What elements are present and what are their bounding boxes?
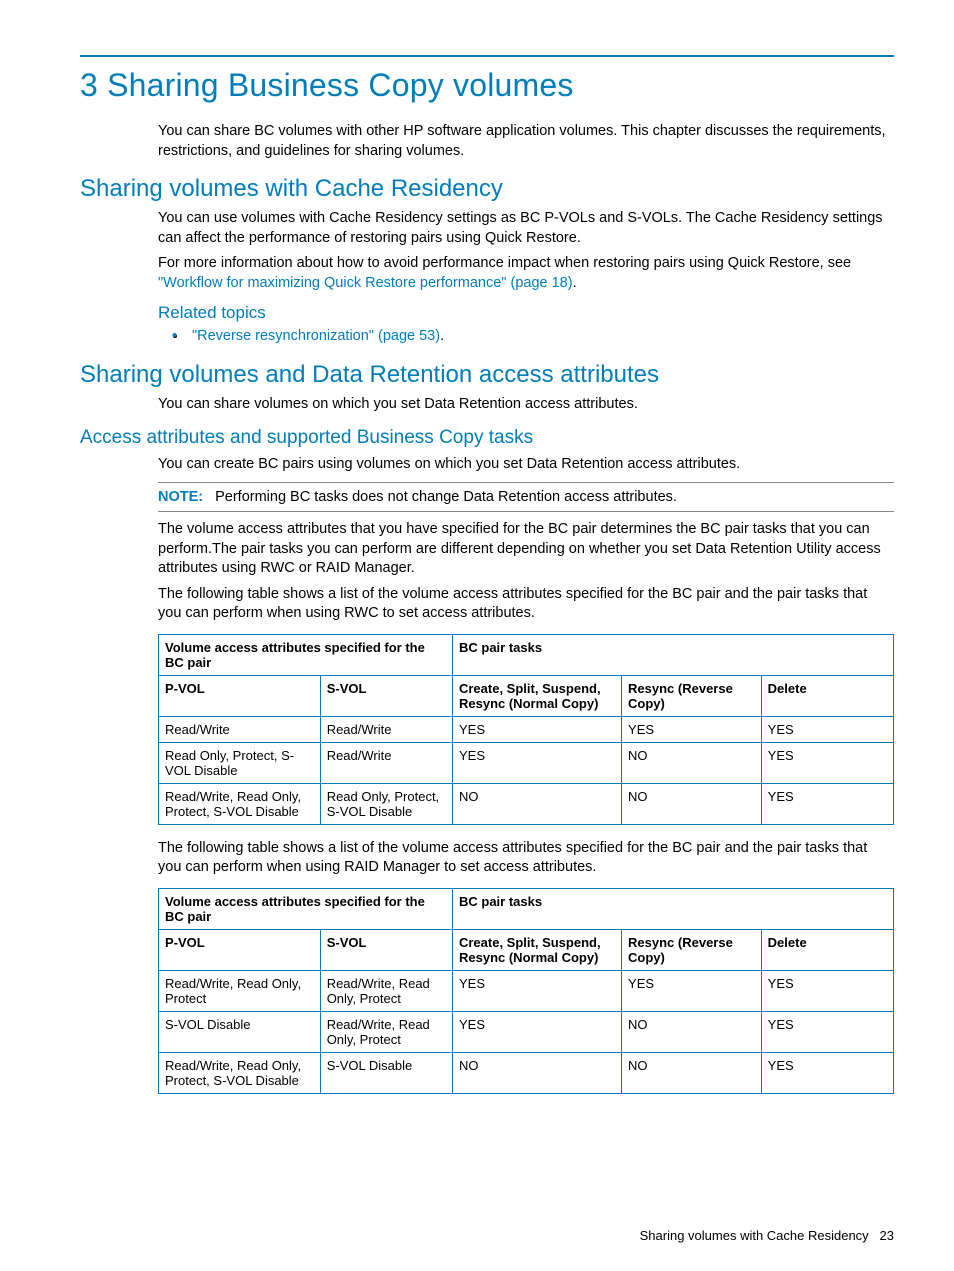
related-topic-item: "Reverse resynchronization" (page 53). [188, 327, 894, 347]
sec3-p4: The following table shows a list of the … [158, 839, 894, 878]
table-row: Read/Write, Read Only, Protect, S-VOL Di… [159, 1053, 894, 1094]
table-row: S-VOL Disable Read/Write, Read Only, Pro… [159, 1012, 894, 1053]
link-quick-restore[interactable]: "Workflow for maximizing Quick Restore p… [158, 275, 573, 291]
section-cache-residency: Sharing volumes with Cache Residency [80, 175, 894, 203]
table-raid-manager: Volume access attributes specified for t… [158, 888, 894, 1094]
cell: Read/Write, Read Only, Protect, S-VOL Di… [159, 783, 321, 824]
sec1-p1: You can use volumes with Cache Residency… [158, 209, 894, 248]
sec3-p1: You can create BC pairs using volumes on… [158, 455, 894, 475]
th-group-tasks: BC pair tasks [452, 889, 893, 930]
intro-paragraph: You can share BC volumes with other HP s… [158, 122, 894, 161]
cell: Read/Write, Read Only, Protect [159, 971, 321, 1012]
th-resync: Resync (Reverse Copy) [622, 675, 762, 716]
sec3-p3: The following table shows a list of the … [158, 585, 894, 624]
cell: S-VOL Disable [320, 1053, 452, 1094]
th-resync: Resync (Reverse Copy) [622, 930, 762, 971]
cell: YES [761, 1053, 893, 1094]
cell: Read/Write [320, 716, 452, 742]
table-rwc: Volume access attributes specified for t… [158, 634, 894, 825]
cell: YES [761, 971, 893, 1012]
table-row: Read Only, Protect, S-VOL Disable Read/W… [159, 742, 894, 783]
table-row: Read/Write, Read Only, Protect, S-VOL Di… [159, 783, 894, 824]
table-row: Read/Write, Read Only, Protect Read/Writ… [159, 971, 894, 1012]
cell: NO [622, 1053, 762, 1094]
cell: YES [622, 716, 762, 742]
cell: YES [761, 783, 893, 824]
footer-page-number: 23 [880, 1228, 894, 1243]
sec2-p1: You can share volumes on which you set D… [158, 395, 894, 415]
cell: YES [761, 1012, 893, 1053]
sec3-p2: The volume access attributes that you ha… [158, 520, 894, 579]
sec1-p2b: . [573, 275, 577, 291]
sec1-p2: For more information about how to avoid … [158, 254, 894, 293]
th-delete: Delete [761, 675, 893, 716]
cell: NO [622, 783, 762, 824]
cell: YES [452, 971, 621, 1012]
th-group-tasks: BC pair tasks [452, 634, 893, 675]
cell: Read Only, Protect, S-VOL Disable [320, 783, 452, 824]
table-header-row-2: P-VOL S-VOL Create, Split, Suspend, Resy… [159, 930, 894, 971]
th-delete: Delete [761, 930, 893, 971]
cell: Read/Write [320, 742, 452, 783]
cell: NO [452, 783, 621, 824]
section-access-attributes: Access attributes and supported Business… [80, 427, 894, 449]
table-header-row-2: P-VOL S-VOL Create, Split, Suspend, Resy… [159, 675, 894, 716]
table-header-row-1: Volume access attributes specified for t… [159, 889, 894, 930]
cell: YES [761, 716, 893, 742]
th-group-attrs: Volume access attributes specified for t… [159, 634, 453, 675]
related-topics-list: "Reverse resynchronization" (page 53). [158, 327, 894, 347]
th-pvol: P-VOL [159, 930, 321, 971]
note-box: NOTE: Performing BC tasks does not change… [158, 482, 894, 512]
cell: NO [622, 1012, 762, 1053]
sec3-body: You can create BC pairs using volumes on… [158, 455, 894, 1095]
link-reverse-resync[interactable]: "Reverse resynchronization" (page 53) [192, 328, 440, 344]
cell: YES [761, 742, 893, 783]
sec1-p2a: For more information about how to avoid … [158, 255, 851, 271]
cell: NO [452, 1053, 621, 1094]
cell: YES [452, 716, 621, 742]
cell: YES [452, 1012, 621, 1053]
table-row: Read/Write Read/Write YES YES YES [159, 716, 894, 742]
related-topics-heading: Related topics [158, 303, 894, 323]
intro-block: You can share BC volumes with other HP s… [158, 122, 894, 161]
page-footer: Sharing volumes with Cache Residency 23 [640, 1228, 894, 1243]
th-pvol: P-VOL [159, 675, 321, 716]
cell: S-VOL Disable [159, 1012, 321, 1053]
cell: YES [622, 971, 762, 1012]
th-create: Create, Split, Suspend, Resync (Normal C… [452, 930, 621, 971]
cell: Read Only, Protect, S-VOL Disable [159, 742, 321, 783]
top-rule [80, 55, 894, 57]
sec2-body: You can share volumes on which you set D… [158, 395, 894, 415]
th-svol: S-VOL [320, 675, 452, 716]
chapter-title: 3 Sharing Business Copy volumes [80, 67, 894, 104]
th-svol: S-VOL [320, 930, 452, 971]
footer-text: Sharing volumes with Cache Residency [640, 1228, 869, 1243]
cell: Read/Write, Read Only, Protect, S-VOL Di… [159, 1053, 321, 1094]
cell: Read/Write [159, 716, 321, 742]
th-create: Create, Split, Suspend, Resync (Normal C… [452, 675, 621, 716]
page-container: 3 Sharing Business Copy volumes You can … [0, 0, 954, 1148]
sec1-body: You can use volumes with Cache Residency… [158, 209, 894, 347]
th-group-attrs: Volume access attributes specified for t… [159, 889, 453, 930]
related-item-suffix: . [440, 328, 444, 344]
cell: Read/Write, Read Only, Protect [320, 971, 452, 1012]
cell: NO [622, 742, 762, 783]
cell: YES [452, 742, 621, 783]
cell: Read/Write, Read Only, Protect [320, 1012, 452, 1053]
note-label: NOTE: [158, 489, 203, 505]
section-data-retention: Sharing volumes and Data Retention acces… [80, 361, 894, 389]
note-text: Performing BC tasks does not change Data… [215, 489, 677, 505]
table-header-row-1: Volume access attributes specified for t… [159, 634, 894, 675]
